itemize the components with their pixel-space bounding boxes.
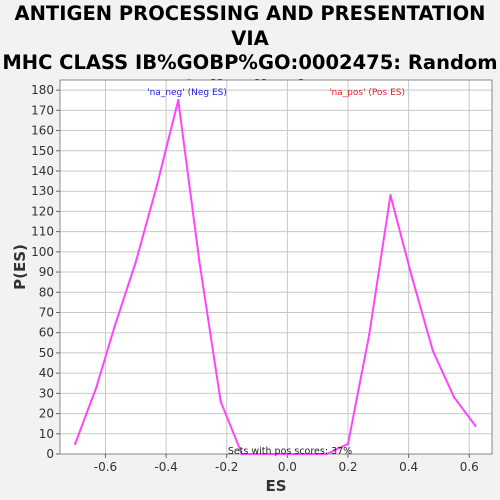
data-point (452, 396, 456, 399)
y-tick-label: 110 (31, 225, 54, 239)
y-axis-title: P(ES) (11, 244, 29, 290)
y-tick-label: 0 (46, 447, 54, 461)
chart-title-line-1: ANTIGEN PROCESSING AND PRESENTATION VIA (14, 2, 486, 50)
data-point (155, 183, 159, 187)
y-tick-label: 140 (31, 164, 54, 178)
y-tick-label: 30 (39, 386, 54, 400)
data-point (389, 194, 392, 197)
data-point (304, 452, 307, 456)
y-tick-label: 100 (31, 245, 54, 259)
x-tick-label: 0.2 (338, 460, 357, 474)
data-point (346, 442, 350, 446)
y-tick-label: 90 (39, 265, 54, 279)
data-point (73, 442, 77, 446)
data-point (219, 400, 222, 403)
data-point (134, 260, 137, 264)
data-point (261, 452, 265, 456)
y-tick-label: 150 (31, 144, 54, 158)
y-tick-label: 70 (39, 305, 54, 319)
y-tick-label: 120 (31, 204, 54, 218)
pos-score-annotation: Sets with pos scores: 37% (228, 446, 352, 457)
y-tick-label: 50 (39, 346, 54, 360)
y-tick-label: 130 (31, 184, 54, 198)
y-tick-label: 80 (39, 285, 54, 299)
data-point (113, 325, 116, 328)
x-tick-label: -0.4 (154, 460, 177, 474)
y-tick-label: 160 (31, 124, 54, 138)
y-tick-label: 170 (31, 103, 54, 117)
data-point (198, 260, 201, 264)
data-point (410, 274, 413, 278)
x-tick-label: 0.0 (278, 460, 297, 474)
chart-title-line-2: MHC CLASS IB%GOBP%GO:0002475: Random (2, 51, 498, 74)
legend-pos-es: 'na_pos' (Pos ES) (329, 88, 405, 98)
series-line-1 (241, 194, 477, 455)
y-tick-label: 180 (31, 83, 54, 97)
data-point (431, 349, 435, 353)
data-point (177, 99, 180, 102)
legend-neg-es: 'na_neg' (Neg ES) (147, 88, 227, 98)
data-point (283, 452, 286, 456)
plot-background (60, 80, 492, 454)
y-tick-label: 10 (39, 427, 54, 441)
y-tick-label: 40 (39, 366, 54, 380)
y-tick-label: 20 (39, 407, 54, 421)
tick-labels: 0 10 20 30 40 50 60 70 80 90 100 110 120 130 140 150 160… (31, 83, 479, 474)
data-point (368, 333, 371, 336)
grid (60, 80, 492, 455)
x-tick-label: 0.4 (399, 460, 418, 474)
data-point (325, 452, 328, 456)
data-point (474, 424, 477, 427)
x-axis-title: ES (265, 477, 286, 495)
data-point (240, 452, 244, 456)
y-tick-label: 60 (39, 326, 54, 340)
data-point (95, 386, 98, 389)
x-tick-label: -0.6 (94, 460, 117, 474)
x-tick-label: -0.2 (215, 460, 238, 474)
series-lines (73, 99, 477, 456)
x-tick-label: 0.6 (460, 460, 479, 474)
